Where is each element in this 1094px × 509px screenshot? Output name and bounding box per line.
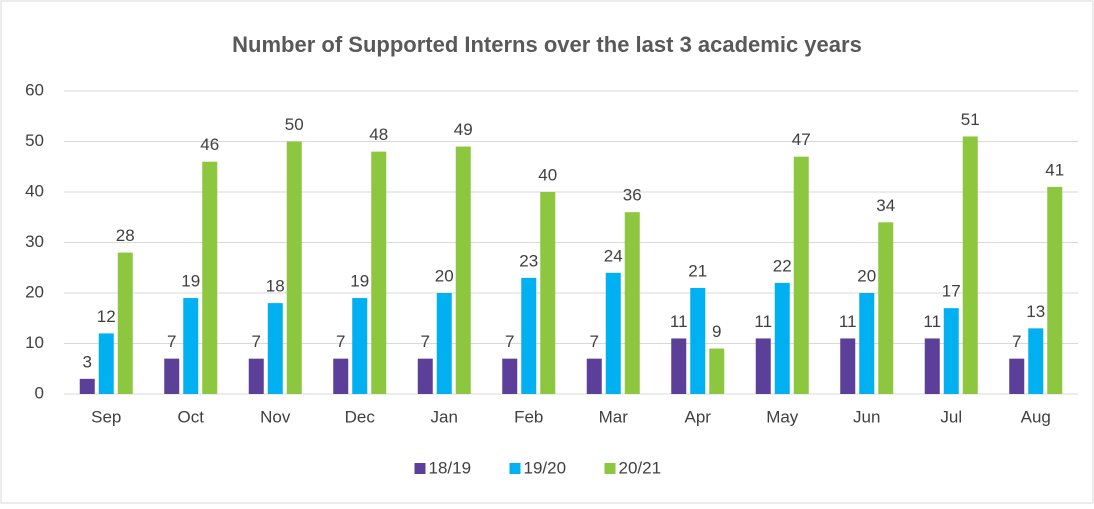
bar (624, 212, 640, 394)
data-label: 48 (369, 125, 388, 144)
data-label: 41 (1045, 160, 1064, 179)
data-label: 11 (754, 312, 772, 331)
x-tick-label: Feb (514, 407, 543, 426)
bar (333, 358, 349, 394)
bar (690, 287, 706, 394)
bar (455, 146, 471, 394)
data-label: 7 (590, 332, 599, 351)
bar (962, 136, 978, 394)
bar (79, 378, 95, 394)
data-label: 7 (1012, 332, 1021, 351)
bar (878, 222, 894, 394)
data-label: 11 (839, 312, 857, 331)
legend-label: 20/21 (619, 458, 662, 477)
bar (98, 333, 114, 394)
bar (352, 298, 368, 394)
bar (1028, 328, 1044, 394)
data-label: 7 (421, 332, 430, 351)
x-tick-label: Aug (1021, 407, 1051, 426)
data-label: 51 (961, 110, 980, 129)
bar (371, 151, 387, 394)
y-tick-label: 0 (35, 383, 44, 402)
bar (183, 298, 199, 394)
data-label: 17 (942, 282, 961, 301)
bar (859, 293, 875, 394)
x-tick-label: Sep (91, 407, 121, 426)
bar (793, 156, 809, 394)
bar (924, 338, 940, 394)
data-label: 23 (519, 251, 538, 270)
bar (840, 338, 856, 394)
data-label: 18 (266, 277, 285, 296)
x-tick-label: Oct (178, 407, 205, 426)
data-label: 24 (604, 246, 623, 265)
x-tick-label: May (766, 407, 799, 426)
legend-swatch (414, 463, 426, 474)
data-label: 22 (773, 256, 792, 275)
data-label: 50 (285, 115, 304, 134)
bar (417, 358, 433, 394)
bar (540, 192, 556, 394)
y-tick-label: 10 (25, 333, 44, 352)
bar (436, 293, 452, 394)
data-label: 7 (167, 332, 176, 351)
data-label: 36 (623, 186, 642, 205)
legend-label: 18/19 (429, 458, 472, 477)
bar (774, 282, 790, 394)
data-label: 12 (97, 307, 116, 326)
bar (202, 161, 218, 394)
bar (671, 338, 687, 394)
chart-title: Number of Supported Interns over the las… (232, 32, 862, 57)
data-label: 3 (83, 352, 92, 371)
data-label: 11 (670, 312, 688, 331)
data-label: 7 (252, 332, 261, 351)
data-label: 46 (200, 135, 219, 154)
bar (267, 303, 283, 394)
y-tick-label: 60 (25, 80, 44, 99)
bar (117, 252, 133, 394)
bar (286, 141, 302, 394)
data-label: 34 (876, 196, 895, 215)
data-label: 19 (181, 272, 200, 291)
bar (1047, 186, 1063, 394)
x-tick-label: Nov (260, 407, 291, 426)
data-label: 20 (857, 266, 876, 285)
y-tick-label: 20 (25, 282, 44, 301)
x-tick-label: Apr (685, 407, 712, 426)
data-label: 11 (923, 312, 941, 331)
bar (1009, 358, 1025, 394)
data-label: 7 (336, 332, 345, 351)
data-label: 49 (454, 120, 473, 139)
data-label: 21 (688, 261, 707, 280)
x-tick-label: Mar (599, 407, 629, 426)
y-tick-label: 30 (25, 232, 44, 251)
data-label: 28 (116, 226, 135, 245)
y-tick-label: 50 (25, 131, 44, 150)
data-label: 47 (792, 130, 811, 149)
bar (502, 358, 518, 394)
data-label: 20 (435, 266, 454, 285)
x-tick-label: Jul (940, 407, 962, 426)
bar (521, 277, 537, 394)
data-label: 13 (1026, 302, 1045, 321)
legend-swatch (509, 463, 521, 474)
bar (755, 338, 771, 394)
bar (164, 358, 180, 394)
data-label: 19 (350, 272, 369, 291)
x-tick-label: Jan (431, 407, 458, 426)
data-label: 7 (505, 332, 514, 351)
bar (943, 308, 959, 394)
legend-swatch (604, 463, 616, 474)
y-tick-label: 40 (25, 181, 44, 200)
data-label: 40 (538, 165, 557, 184)
x-tick-label: Dec (345, 407, 376, 426)
bar (586, 358, 602, 394)
bar (709, 348, 725, 394)
legend-label: 19/20 (524, 458, 567, 477)
bar (605, 272, 621, 394)
x-tick-label: Jun (853, 407, 880, 426)
data-label: 9 (712, 322, 721, 341)
bar (248, 358, 264, 394)
